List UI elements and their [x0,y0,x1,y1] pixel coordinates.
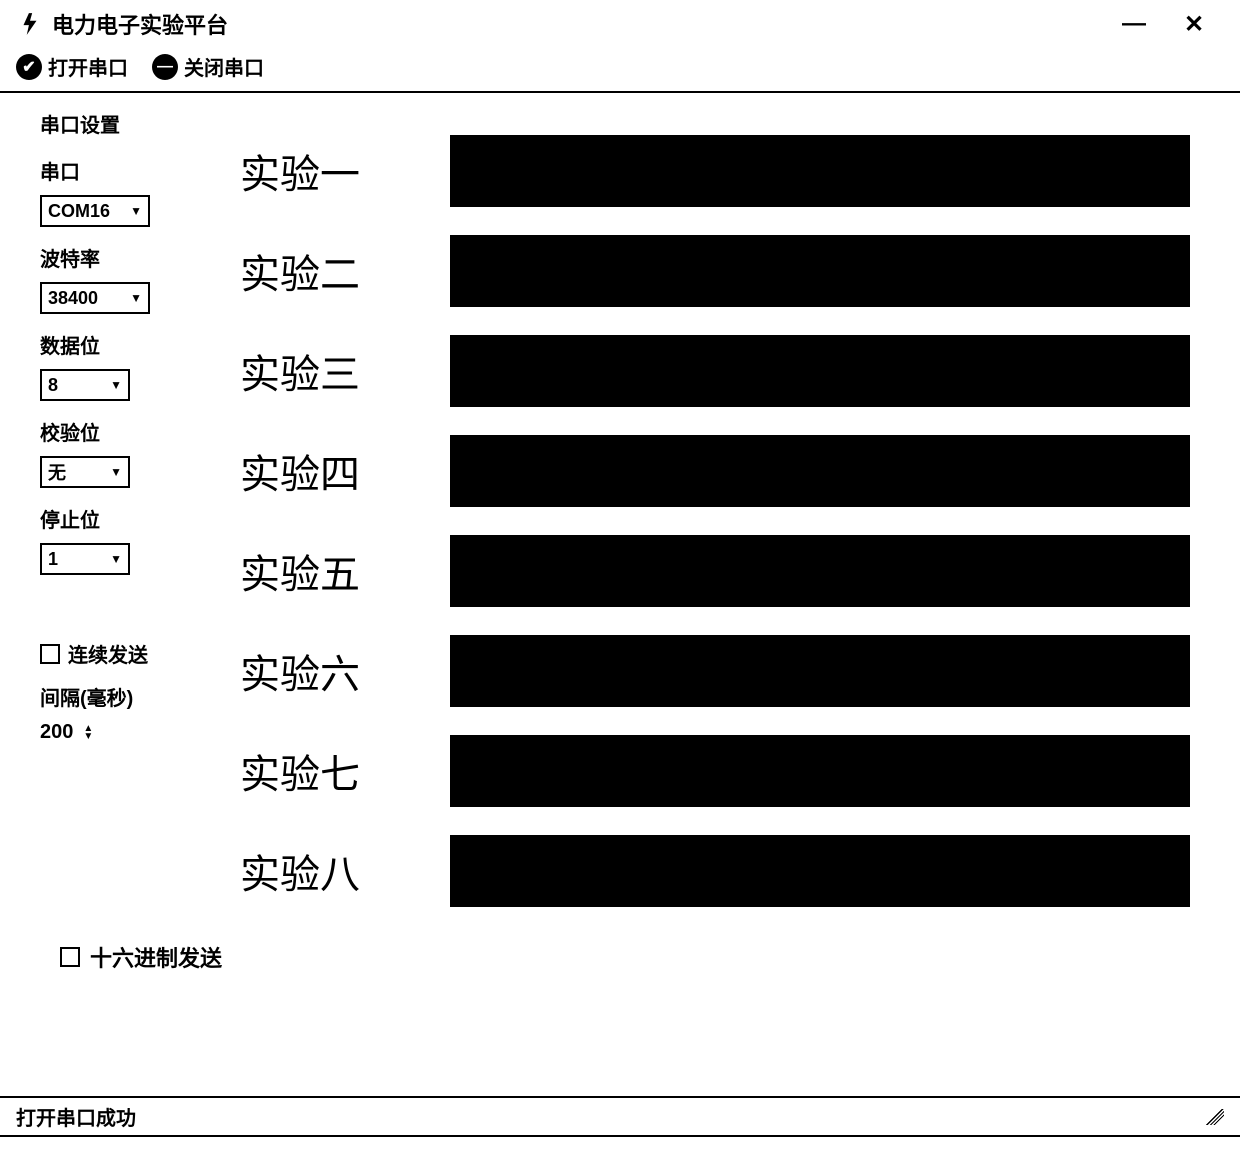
app-icon [16,10,44,38]
parity-select[interactable]: 无 ▼ [40,456,130,488]
experiment-label: 实验一 [210,142,430,200]
experiment-label: 实验七 [210,742,430,800]
databits-select-value: 8 [48,375,58,396]
hex-send-checkbox[interactable]: 十六进制发送 [0,921,1240,973]
titlebar: 电力电子实验平台 — ✕ [0,0,1240,44]
interval-value: 200 [40,721,73,744]
spinner-arrows-icon: ▲▼ [83,725,93,741]
chevron-down-icon: ▼ [110,465,122,479]
stopbits-label: 停止位 [40,504,210,533]
experiment-button[interactable] [450,835,1190,907]
minimize-button[interactable]: — [1104,10,1164,38]
chevron-down-icon: ▼ [110,552,122,566]
window-title: 电力电子实验平台 [52,8,228,40]
baud-select[interactable]: 38400 ▼ [40,282,150,314]
experiment-label: 实验六 [210,642,430,700]
hex-send-label: 十六进制发送 [90,941,222,973]
continuous-send-checkbox[interactable]: 连续发送 [40,639,210,668]
chevron-down-icon: ▼ [130,291,142,305]
experiment-label: 实验四 [210,442,430,500]
stopbits-select-value: 1 [48,549,58,570]
interval-spinner[interactable]: 200 ▲▼ [40,721,93,744]
experiment-button[interactable] [450,735,1190,807]
experiment-row: 实验三 [210,321,1220,421]
experiment-button[interactable] [450,135,1190,207]
minus-circle-icon: — [152,54,178,80]
databits-label: 数据位 [40,330,210,359]
open-serial-label: 打开串口 [48,52,128,81]
resize-grip-icon[interactable] [1204,1109,1224,1125]
experiment-button[interactable] [450,235,1190,307]
experiment-row: 实验八 [210,821,1220,921]
stopbits-select[interactable]: 1 ▼ [40,543,130,575]
experiment-row: 实验二 [210,221,1220,321]
chevron-down-icon: ▼ [110,378,122,392]
experiment-label: 实验八 [210,842,430,900]
experiment-list: 实验一 实验二 实验三 实验四 实验五 实验六 实验七 实验八 [210,103,1220,921]
experiment-button[interactable] [450,335,1190,407]
status-message: 打开串口成功 [16,1102,136,1131]
serial-settings-panel: 串口设置 串口 COM16 ▼ 波特率 38400 ▼ 数据位 8 ▼ 校验位 … [40,103,210,921]
chevron-down-icon: ▼ [130,204,142,218]
experiment-label: 实验三 [210,342,430,400]
open-serial-button[interactable]: ✔ 打开串口 [16,52,128,81]
checkbox-icon [60,947,80,967]
main-area: 串口设置 串口 COM16 ▼ 波特率 38400 ▼ 数据位 8 ▼ 校验位 … [0,93,1240,921]
experiment-row: 实验一 [210,121,1220,221]
interval-label: 间隔(毫秒) [40,682,210,711]
baud-label: 波特率 [40,243,210,272]
port-select[interactable]: COM16 ▼ [40,195,150,227]
close-serial-label: 关闭串口 [184,52,264,81]
parity-select-value: 无 [48,459,66,485]
experiment-row: 实验五 [210,521,1220,621]
experiment-label: 实验五 [210,542,430,600]
continuous-send-label: 连续发送 [68,639,148,668]
experiment-row: 实验七 [210,721,1220,821]
serial-settings-title: 串口设置 [40,109,210,138]
checkbox-icon [40,644,60,664]
close-button[interactable]: ✕ [1164,10,1224,39]
close-serial-button[interactable]: — 关闭串口 [152,52,264,81]
experiment-row: 实验四 [210,421,1220,521]
experiment-button[interactable] [450,635,1190,707]
toolbar: ✔ 打开串口 — 关闭串口 [0,44,1240,93]
parity-label: 校验位 [40,417,210,446]
port-label: 串口 [40,156,210,185]
check-circle-icon: ✔ [16,54,42,80]
experiment-label: 实验二 [210,242,430,300]
experiment-button[interactable] [450,435,1190,507]
statusbar: 打开串口成功 [0,1096,1240,1137]
databits-select[interactable]: 8 ▼ [40,369,130,401]
experiment-button[interactable] [450,535,1190,607]
experiment-row: 实验六 [210,621,1220,721]
baud-select-value: 38400 [48,288,98,309]
port-select-value: COM16 [48,201,110,222]
